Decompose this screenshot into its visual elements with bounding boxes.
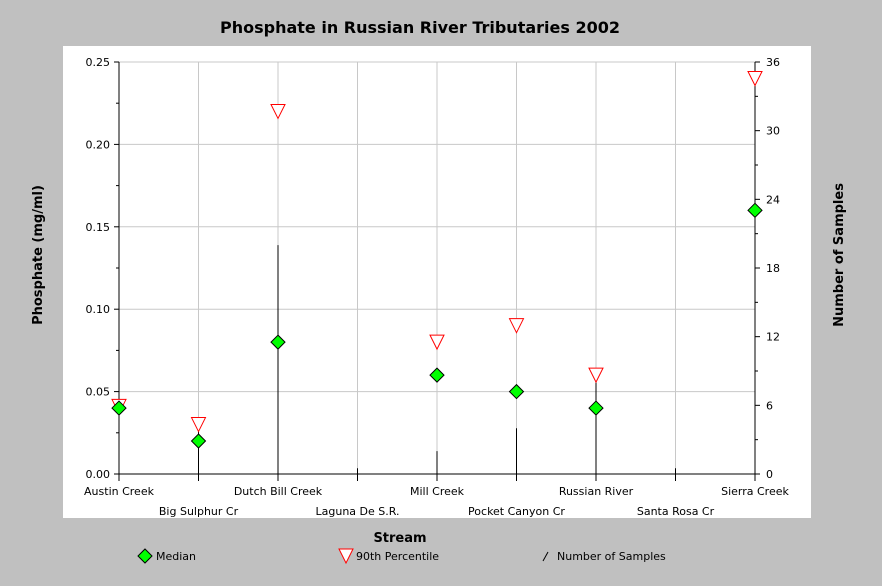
legend-p90-swatch <box>338 548 354 565</box>
y2-tick-label: 12 <box>766 331 780 344</box>
p90-marker <box>588 367 604 384</box>
x-tick-label: Santa Rosa Cr <box>637 505 715 518</box>
p90-marker <box>429 334 445 351</box>
y2-tick-label: 36 <box>766 56 780 69</box>
x-tick-label: Dutch Bill Creek <box>234 485 323 498</box>
y-tick-label: 0.05 <box>86 386 111 399</box>
legend: Median 90th Percentile Number of Samples <box>137 548 666 565</box>
y-tick-label: 0.15 <box>86 221 111 234</box>
x-tick-label: Big Sulphur Cr <box>159 505 239 518</box>
legend-samples-swatch <box>542 551 549 562</box>
legend-p90-label: 90th Percentile <box>356 550 439 563</box>
median-marker <box>588 400 604 416</box>
y-tick-label: 0.00 <box>86 468 111 481</box>
y2-tick-label: 0 <box>766 468 773 481</box>
p90-marker <box>747 70 763 87</box>
y-axis-label: Phosphate (mg/ml) <box>31 185 46 325</box>
x-tick-label: Austin Creek <box>84 485 155 498</box>
y-tick-label: 0.25 <box>86 56 111 69</box>
median-marker <box>747 202 763 219</box>
p90-marker <box>190 417 207 433</box>
median-marker <box>429 367 445 383</box>
chart-title: Phosphate in Russian River Tributaries 2… <box>220 18 620 37</box>
y2-tick-label: 24 <box>766 193 780 206</box>
y2-tick-label: 6 <box>766 399 773 412</box>
x-tick-label: Mill Creek <box>410 485 465 498</box>
y2-tick-label: 18 <box>766 262 780 275</box>
x-tick-label: Russian River <box>559 485 634 498</box>
p90-marker <box>508 318 525 334</box>
median-marker <box>508 383 525 400</box>
x-tick-label: Laguna De S.R. <box>316 505 400 518</box>
y-tick-label: 0.10 <box>86 303 111 316</box>
p90-marker <box>270 103 286 120</box>
data-marks <box>111 62 763 474</box>
legend-samples-label: Number of Samples <box>557 550 666 563</box>
median-marker <box>190 433 207 449</box>
median-marker <box>111 400 127 416</box>
y2-tick-label: 30 <box>766 125 780 138</box>
median-marker <box>270 334 286 350</box>
legend-median-swatch <box>137 548 153 564</box>
x-axis-label: Stream <box>373 531 426 546</box>
y2-axis-label: Number of Samples <box>832 183 847 327</box>
legend-median-label: Median <box>156 550 196 563</box>
y-tick-label: 0.20 <box>86 138 111 151</box>
x-tick-label: Pocket Canyon Cr <box>468 505 565 518</box>
x-tick-label: Sierra Creek <box>721 485 789 498</box>
